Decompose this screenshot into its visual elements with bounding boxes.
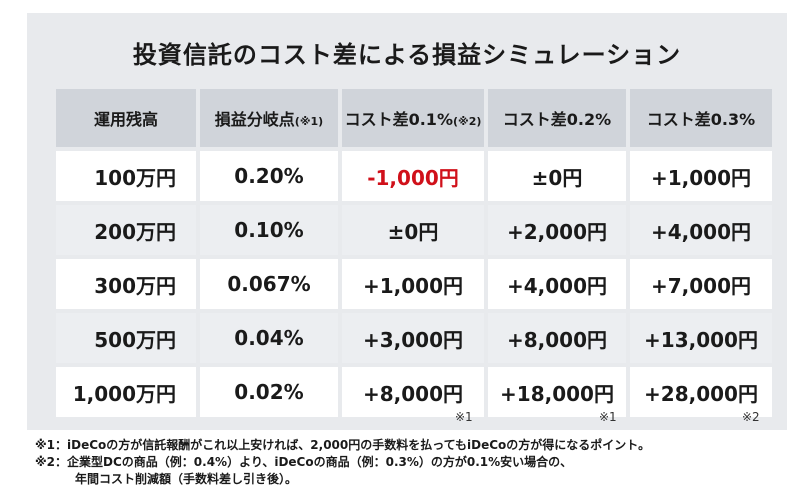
page-title: 投資信託のコスト差による損益シミュレーション	[132, 41, 682, 69]
cell-balance: 200万円	[56, 205, 196, 255]
cell-breakeven: 0.20%	[200, 151, 338, 201]
cell-cost-diff-02: +4,000円	[488, 259, 626, 309]
cell-cost-diff-01: +3,000円	[342, 313, 484, 363]
cell-cost-diff-03: +7,000円	[630, 259, 772, 309]
cell-cost-diff-03: +1,000円	[630, 151, 772, 201]
table-row: 100万円 0.20% -1,000円 ±0円 +1,000円	[56, 151, 772, 201]
header-cost-diff-03: コスト差0.3%	[630, 89, 772, 147]
cell-balance: 300万円	[56, 259, 196, 309]
column-note: ※1	[599, 410, 617, 424]
cell-cost-diff-01: ±0円	[342, 205, 484, 255]
content-panel: 投資信託のコスト差による損益シミュレーション 運用残高 損益分岐点(※1) コス…	[27, 13, 787, 430]
cell-cost-diff-01: +1,000円	[342, 259, 484, 309]
cell-breakeven: 0.067%	[200, 259, 338, 309]
header-breakeven: 損益分岐点(※1)	[200, 89, 338, 147]
cell-balance: 100万円	[56, 151, 196, 201]
footnotes: ※1：iDeCoの方が信託報酬がこれ以上安ければ、2,000円の手数料を払っても…	[35, 437, 650, 488]
cell-balance: 1,000万円	[56, 367, 196, 417]
column-notes: ※1 ※1 ※2	[27, 410, 787, 426]
cell-cost-diff-01: +8,000円	[342, 367, 484, 417]
cell-breakeven: 0.04%	[200, 313, 338, 363]
cell-cost-diff-03: +28,000円	[630, 367, 772, 417]
table-row: 200万円 0.10% ±0円 +2,000円 +4,000円	[56, 205, 772, 255]
table-row: 500万円 0.04% +3,000円 +8,000円 +13,000円	[56, 313, 772, 363]
cell-cost-diff-01: -1,000円	[342, 151, 484, 201]
header-balance: 運用残高	[56, 89, 196, 147]
table-header-row: 運用残高 損益分岐点(※1) コスト差0.1%(※2) コスト差0.2% コスト…	[56, 89, 772, 147]
cell-cost-diff-03: +4,000円	[630, 205, 772, 255]
footnote-2-continued: 年間コスト削減額（手数料差し引き後）。	[75, 472, 298, 486]
cell-cost-diff-02: +8,000円	[488, 313, 626, 363]
cell-cost-diff-02: ±0円	[488, 151, 626, 201]
cell-cost-diff-03: +13,000円	[630, 313, 772, 363]
header-cost-diff-01: コスト差0.1%(※2)	[342, 89, 484, 147]
simulation-table: 運用残高 損益分岐点(※1) コスト差0.1%(※2) コスト差0.2% コスト…	[52, 85, 776, 421]
cell-balance: 500万円	[56, 313, 196, 363]
table-row: 1,000万円 0.02% +8,000円 +18,000円 +28,000円	[56, 367, 772, 417]
footnote-2: ※2：企業型DCの商品（例：0.4%）より、iDeCoの商品（例：0.3%）の方…	[35, 455, 573, 469]
column-note: ※2	[742, 410, 760, 424]
header-cost-diff-02: コスト差0.2%	[488, 89, 626, 147]
column-note: ※1	[455, 410, 473, 424]
table-row: 300万円 0.067% +1,000円 +4,000円 +7,000円	[56, 259, 772, 309]
cell-breakeven: 0.02%	[200, 367, 338, 417]
cell-breakeven: 0.10%	[200, 205, 338, 255]
footnote-1: ※1：iDeCoの方が信託報酬がこれ以上安ければ、2,000円の手数料を払っても…	[35, 438, 651, 452]
cell-cost-diff-02: +2,000円	[488, 205, 626, 255]
cell-cost-diff-02: +18,000円	[488, 367, 626, 417]
